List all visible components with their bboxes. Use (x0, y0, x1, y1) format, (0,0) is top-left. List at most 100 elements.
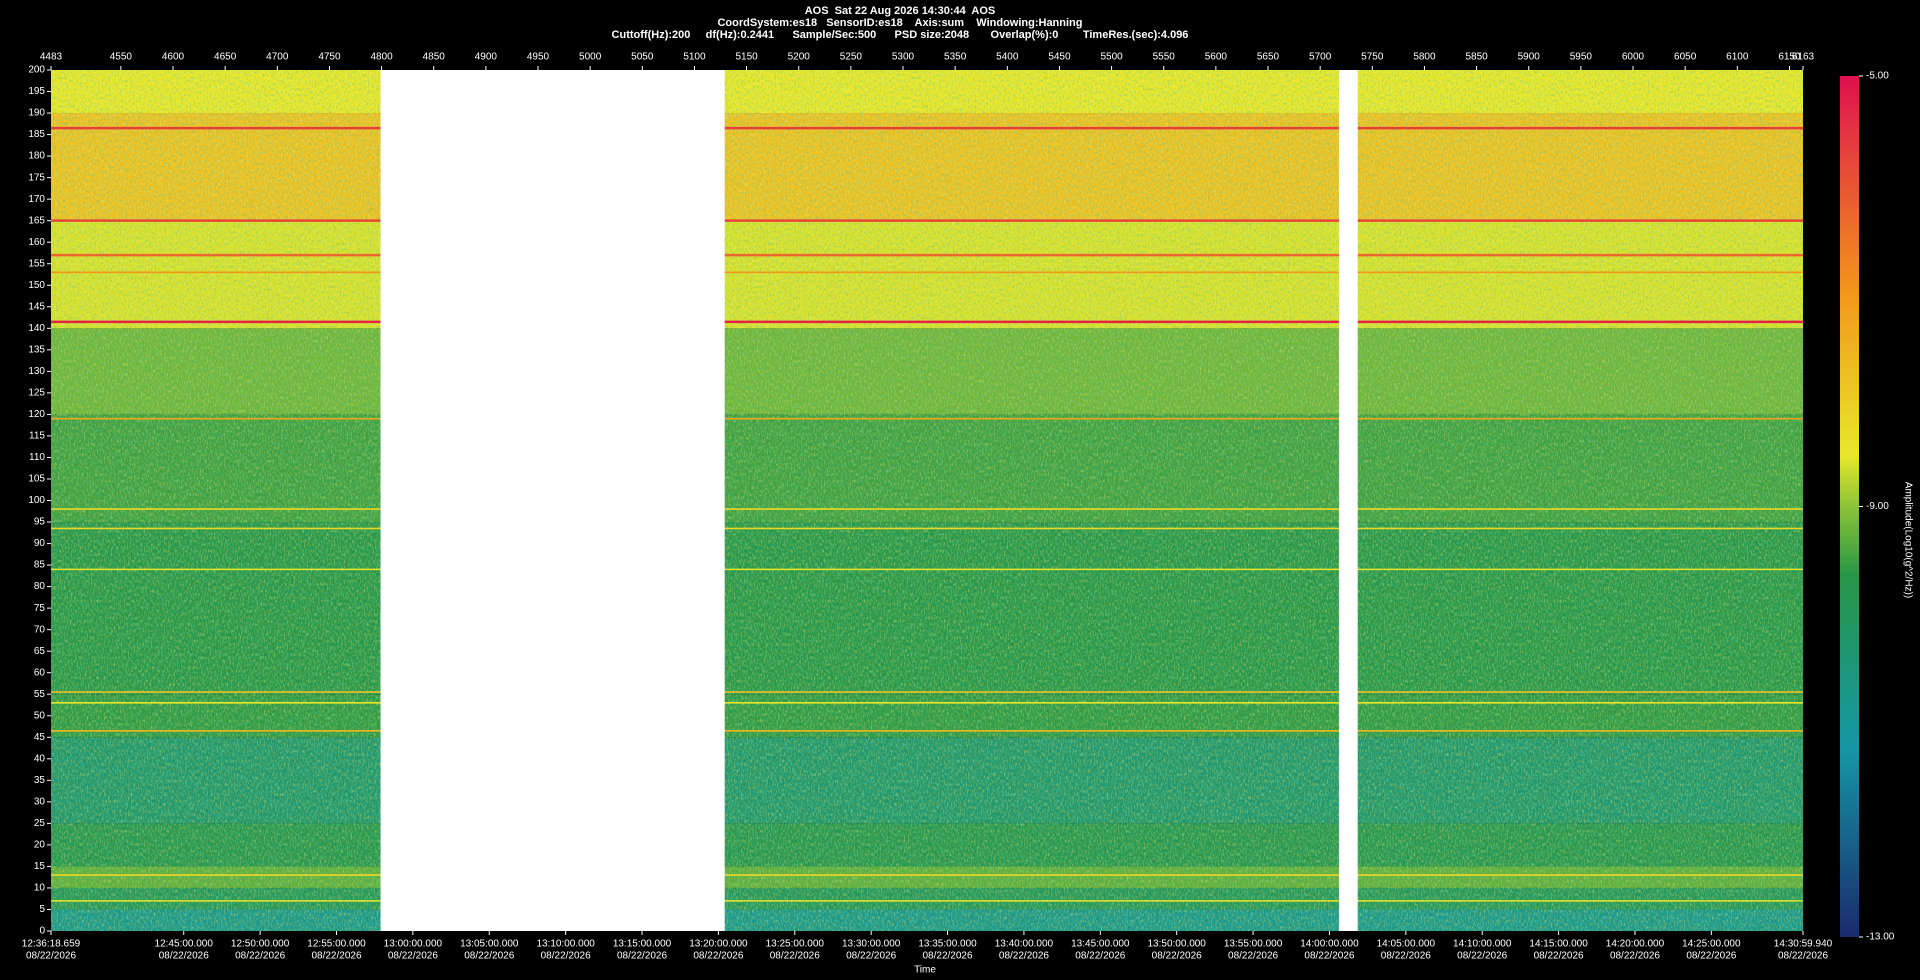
time-tick-label: 13:10:00.000 (536, 939, 595, 950)
y-tick-label: 125 (28, 388, 45, 399)
y-tick-label: 115 (29, 431, 45, 442)
time-tick-date: 08/22/2026 (464, 951, 514, 962)
data-gap (1338, 70, 1358, 931)
time-tick-date: 08/22/2026 (999, 951, 1049, 962)
chart-title: AOS Sat 22 Aug 2026 14:30:44 AOS (805, 5, 996, 17)
y-tick-label: 30 (34, 796, 46, 807)
x-tick-label: 5300 (892, 52, 915, 63)
y-tick-label: 195 (28, 86, 45, 97)
y-tick-label: 100 (28, 495, 45, 506)
time-tick-label: 13:55:00.000 (1224, 939, 1283, 950)
time-tick-label: 14:30:59.940 (1774, 939, 1833, 950)
time-tick-date: 08/22/2026 (26, 951, 76, 962)
time-tick-label: 12:45:00.000 (155, 939, 214, 950)
time-tick-date: 08/22/2026 (1152, 951, 1202, 962)
time-tick-label: 13:05:00.000 (460, 939, 519, 950)
y-tick-label: 105 (28, 474, 45, 485)
time-tick-date: 08/22/2026 (388, 951, 438, 962)
time-tick-date: 08/22/2026 (159, 951, 209, 962)
time-tick-label: 14:05:00.000 (1377, 939, 1436, 950)
y-tick-label: 25 (34, 818, 46, 829)
time-tick-date: 08/22/2026 (617, 951, 667, 962)
colorbar (1840, 76, 1859, 937)
time-tick-label: 14:25:00.000 (1682, 939, 1741, 950)
time-tick-label: 13:30:00.000 (842, 939, 901, 950)
time-tick-label: 13:20:00.000 (689, 939, 748, 950)
x-tick-label: 4700 (266, 52, 289, 63)
x-tick-label: 5900 (1518, 52, 1541, 63)
y-tick-label: 110 (29, 452, 45, 463)
y-tick-label: 10 (34, 883, 46, 894)
x-tick-label: 6100 (1726, 52, 1749, 63)
y-tick-label: 20 (34, 840, 46, 851)
time-tick-label: 12:55:00.000 (307, 939, 366, 950)
y-tick-label: 135 (28, 344, 45, 355)
y-tick-label: 175 (28, 172, 45, 183)
y-tick-label: 70 (34, 624, 46, 635)
time-tick-date: 08/22/2026 (1610, 951, 1660, 962)
x-tick-label: 4800 (370, 52, 393, 63)
y-tick-label: 130 (28, 366, 45, 377)
y-tick-label: 180 (28, 151, 45, 162)
colorbar-tick-label: -5.00 (1866, 71, 1889, 82)
y-tick-label: 80 (34, 581, 46, 592)
colorbar-tick-label: -13.00 (1866, 932, 1895, 943)
y-tick-label: 40 (34, 753, 46, 764)
spectrogram (51, 70, 1803, 931)
y-tick-label: 50 (34, 710, 46, 721)
time-tick-label: 14:20:00.000 (1606, 939, 1665, 950)
x-tick-label: 5400 (996, 52, 1019, 63)
y-tick-label: 150 (28, 280, 45, 291)
x-tick-label: 6163 (1792, 52, 1815, 63)
x-tick-label: 5550 (1153, 52, 1176, 63)
x-tick-label: 6050 (1674, 52, 1697, 63)
time-tick-date: 08/22/2026 (1075, 951, 1125, 962)
y-tick-label: 90 (34, 538, 46, 549)
y-tick-label: 160 (28, 237, 45, 248)
y-tick-label: 55 (34, 689, 46, 700)
time-tick-label: 13:25:00.000 (766, 939, 825, 950)
noise-texture (51, 70, 1803, 931)
colorbar-label: Amplitude(Log10(g^2/Hz)) (1902, 482, 1913, 598)
chart-subtitle: Cuttoff(Hz):200 df(Hz):0.2441 Sample/Sec… (612, 29, 1189, 41)
x-tick-label: 4483 (40, 52, 63, 63)
time-tick-date: 08/22/2026 (923, 951, 973, 962)
x-tick-label: 5950 (1570, 52, 1593, 63)
x-tick-label: 4850 (423, 52, 446, 63)
x-tick-label: 5750 (1361, 52, 1384, 63)
y-tick-label: 185 (28, 129, 45, 140)
x-tick-label: 5450 (1048, 52, 1071, 63)
x-tick-label: 5600 (1205, 52, 1228, 63)
x-tick-label: 5250 (840, 52, 863, 63)
x-tick-label: 5000 (579, 52, 602, 63)
time-tick-date: 08/22/2026 (235, 951, 285, 962)
colorbar-tick-label: -9.00 (1866, 501, 1889, 512)
time-tick-date: 08/22/2026 (1534, 951, 1584, 962)
time-tick-label: 13:50:00.000 (1147, 939, 1206, 950)
time-tick-date: 08/22/2026 (693, 951, 743, 962)
x-tick-label: 4750 (318, 52, 341, 63)
x-tick-label: 6150 (1778, 52, 1801, 63)
y-tick-label: 65 (34, 646, 46, 657)
x-tick-label: 5850 (1465, 52, 1488, 63)
y-tick-label: 5 (39, 904, 45, 915)
time-tick-label: 14:10:00.000 (1453, 939, 1512, 950)
time-tick-date: 08/22/2026 (1778, 951, 1828, 962)
y-tick-label: 170 (28, 194, 45, 205)
time-tick-date: 08/22/2026 (1228, 951, 1278, 962)
x-tick-label: 4600 (162, 52, 185, 63)
time-tick-label: 12:50:00.000 (231, 939, 290, 950)
x-tick-label: 4900 (475, 52, 498, 63)
y-tick-label: 200 (28, 65, 45, 76)
time-tick-label: 13:15:00.000 (613, 939, 672, 950)
x-tick-label: 5500 (1100, 52, 1123, 63)
time-tick-date: 08/22/2026 (1686, 951, 1736, 962)
y-tick-label: 145 (28, 301, 45, 312)
time-tick-date: 08/22/2026 (1304, 951, 1354, 962)
time-tick-label: 13:40:00.000 (995, 939, 1054, 950)
time-tick-label: 14:15:00.000 (1529, 939, 1588, 950)
x-tick-label: 5200 (788, 52, 811, 63)
y-tick-label: 120 (28, 409, 45, 420)
time-tick-date: 08/22/2026 (846, 951, 896, 962)
